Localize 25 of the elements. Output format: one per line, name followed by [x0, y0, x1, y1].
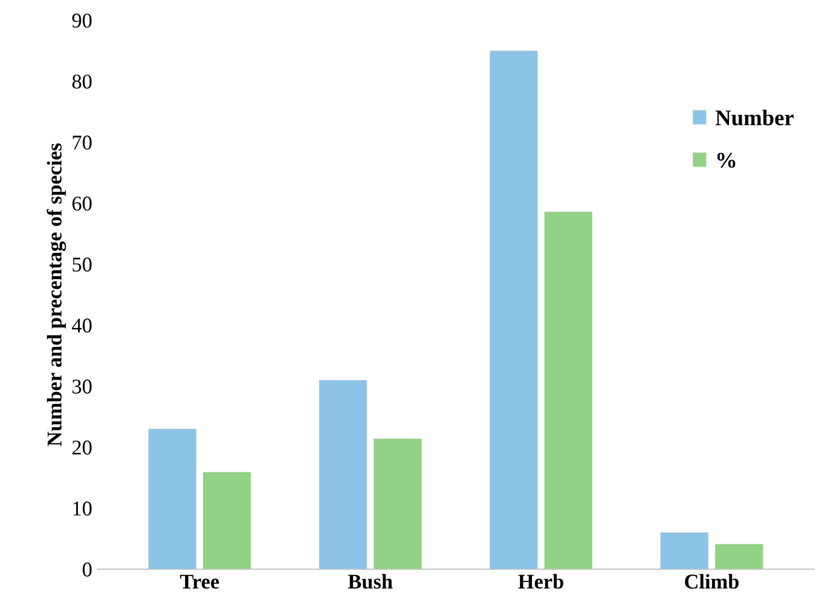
bar	[319, 380, 367, 570]
y-axis-title: Number and precentage of species	[46, 143, 66, 446]
x-tick-label: Climb	[684, 574, 739, 589]
bar	[544, 212, 592, 570]
bar	[374, 438, 422, 570]
y-tick-label: 10	[73, 502, 92, 516]
y-tick-label: 20	[72, 440, 92, 455]
bar	[490, 50, 538, 570]
y-tick-label: 50	[72, 258, 92, 272]
bar	[660, 532, 708, 570]
y-tick-label: 80	[72, 74, 92, 89]
bar	[715, 544, 763, 570]
y-tick-label: 0	[82, 562, 92, 577]
bar	[148, 428, 196, 570]
x-tick-label: Herb	[518, 574, 564, 589]
y-tick-label: 60	[72, 196, 92, 211]
y-tick-label: 90	[72, 14, 92, 28]
y-tick-label: 30	[72, 380, 92, 394]
y-tick-label: 40	[72, 318, 92, 333]
legend-label: Number	[716, 110, 794, 126]
x-tick-label: Bush	[348, 574, 393, 589]
y-tick-label: 70	[72, 136, 92, 150]
bar	[203, 472, 251, 570]
x-tick-label: Tree	[180, 574, 219, 589]
legend-label: %	[717, 152, 736, 168]
